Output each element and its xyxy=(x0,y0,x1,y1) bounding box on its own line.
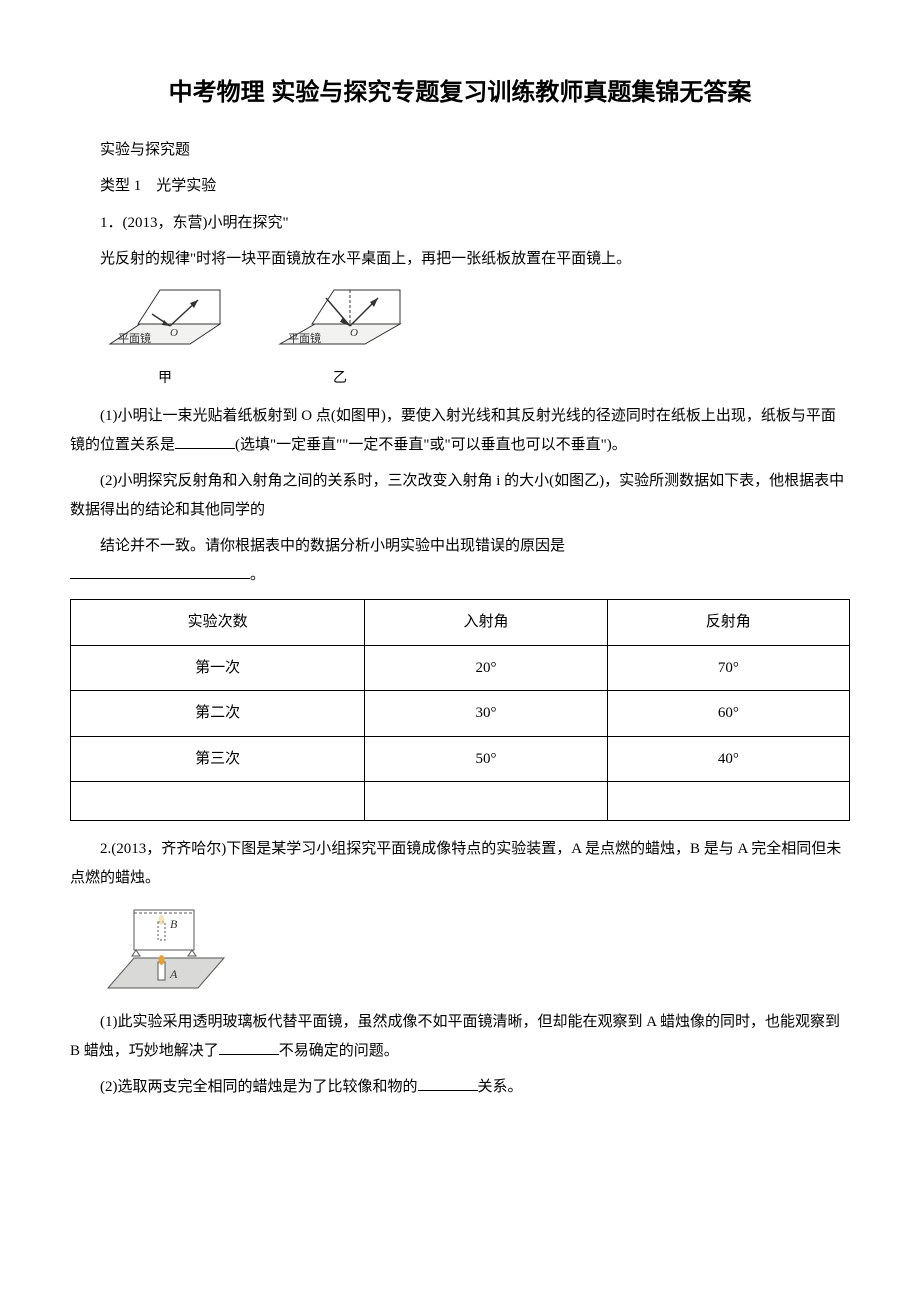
q2-2-blank xyxy=(418,1075,478,1091)
q2-1-pre: (1)此实验采用透明玻璃板代替平面镜，虽然成像不如平面镜清晰，但却能在观察到 A… xyxy=(70,1014,840,1059)
q1-1: (1)小明让一束光贴着纸板射到 O 点(如图甲)，要使入射光线和其反射光线的径迹… xyxy=(70,402,850,459)
q1-2b: 结论并不一致。请你根据表中的数据分析小明实验中出现错误的原因是 。 xyxy=(70,532,850,589)
figure-1a-svg: O 平面镜 xyxy=(100,284,230,364)
table-row: 第一次 20° 70° xyxy=(71,645,850,691)
table-cell xyxy=(365,782,607,821)
q1-2b-pre: 结论并不一致。请你根据表中的数据分析小明实验中出现错误的原因是 xyxy=(100,538,565,554)
q2-2-post: 关系。 xyxy=(478,1079,523,1095)
table-cell xyxy=(71,782,365,821)
q2-1-blank xyxy=(219,1039,279,1055)
caption-1b: 乙 xyxy=(333,366,347,393)
intro-line-2: 1．(2013，东营)小明在探究" xyxy=(70,209,850,238)
table-cell xyxy=(607,782,849,821)
intro-line-1: 类型 1 光学实验 xyxy=(70,172,850,201)
table-cell: 20° xyxy=(365,645,607,691)
table-row: 第三次 50° 40° xyxy=(71,736,850,782)
intro-line-3: 光反射的规律"时将一块平面镜放在水平桌面上，再把一张纸板放置在平面镜上。 xyxy=(70,245,850,274)
q2-2-pre: (2)选取两支完全相同的蜡烛是为了比较像和物的 xyxy=(100,1079,418,1095)
a-label: A xyxy=(169,967,178,981)
table-row xyxy=(71,782,850,821)
table-cell: 60° xyxy=(607,691,849,737)
q1-2b-post: 。 xyxy=(250,567,265,583)
mirror-label-a: 平面镜 xyxy=(118,331,151,345)
table-cell: 40° xyxy=(607,736,849,782)
o-label-b: O xyxy=(350,327,358,339)
table-cell: 50° xyxy=(365,736,607,782)
q2-2: (2)选取两支完全相同的蜡烛是为了比较像和物的 关系。 xyxy=(70,1073,850,1102)
table-row: 第二次 30° 60° xyxy=(71,691,850,737)
table-header: 入射角 xyxy=(365,600,607,646)
figure-1-row: O 平面镜 甲 O 平面镜 乙 xyxy=(100,284,850,393)
figure-1b: O 平面镜 乙 xyxy=(270,284,410,393)
table-header: 实验次数 xyxy=(71,600,365,646)
table-header: 反射角 xyxy=(607,600,849,646)
q1-2a: (2)小明探究反射角和入射角之间的关系时，三次改变入射角 i 的大小(如图乙)，… xyxy=(70,467,850,524)
table-cell: 70° xyxy=(607,645,849,691)
q2-1-post: 不易确定的问题。 xyxy=(279,1043,399,1059)
q1-2b-blank xyxy=(70,563,250,579)
b-label: B xyxy=(170,917,178,931)
figure-1b-svg: O 平面镜 xyxy=(270,284,410,364)
figure-2-svg: A B xyxy=(100,900,230,1000)
o-label-a: O xyxy=(170,327,178,339)
table-cell: 第二次 xyxy=(71,691,365,737)
table-cell: 第一次 xyxy=(71,645,365,691)
table-cell: 30° xyxy=(365,691,607,737)
q1-1-blank xyxy=(175,433,235,449)
figure-1a: O 平面镜 甲 xyxy=(100,284,230,393)
caption-1a: 甲 xyxy=(158,366,172,393)
data-table: 实验次数 入射角 反射角 第一次 20° 70° 第二次 30° 60° 第三次… xyxy=(70,599,850,821)
q2-intro: 2.(2013，齐齐哈尔)下图是某学习小组探究平面镜成像特点的实验装置，A 是点… xyxy=(70,835,850,892)
page-title: 中考物理 实验与探究专题复习训练教师真题集锦无答案 xyxy=(70,70,850,116)
table-cell: 第三次 xyxy=(71,736,365,782)
intro-line-0: 实验与探究题 xyxy=(70,136,850,165)
table-row: 实验次数 入射角 反射角 xyxy=(71,600,850,646)
mirror-label-b: 平面镜 xyxy=(288,331,321,345)
figure-2: A B xyxy=(100,900,850,1000)
q1-1-post: (选填"一定垂直""一定不垂直"或"可以垂直也可以不垂直")。 xyxy=(235,437,627,453)
q2-1: (1)此实验采用透明玻璃板代替平面镜，虽然成像不如平面镜清晰，但却能在观察到 A… xyxy=(70,1008,850,1065)
